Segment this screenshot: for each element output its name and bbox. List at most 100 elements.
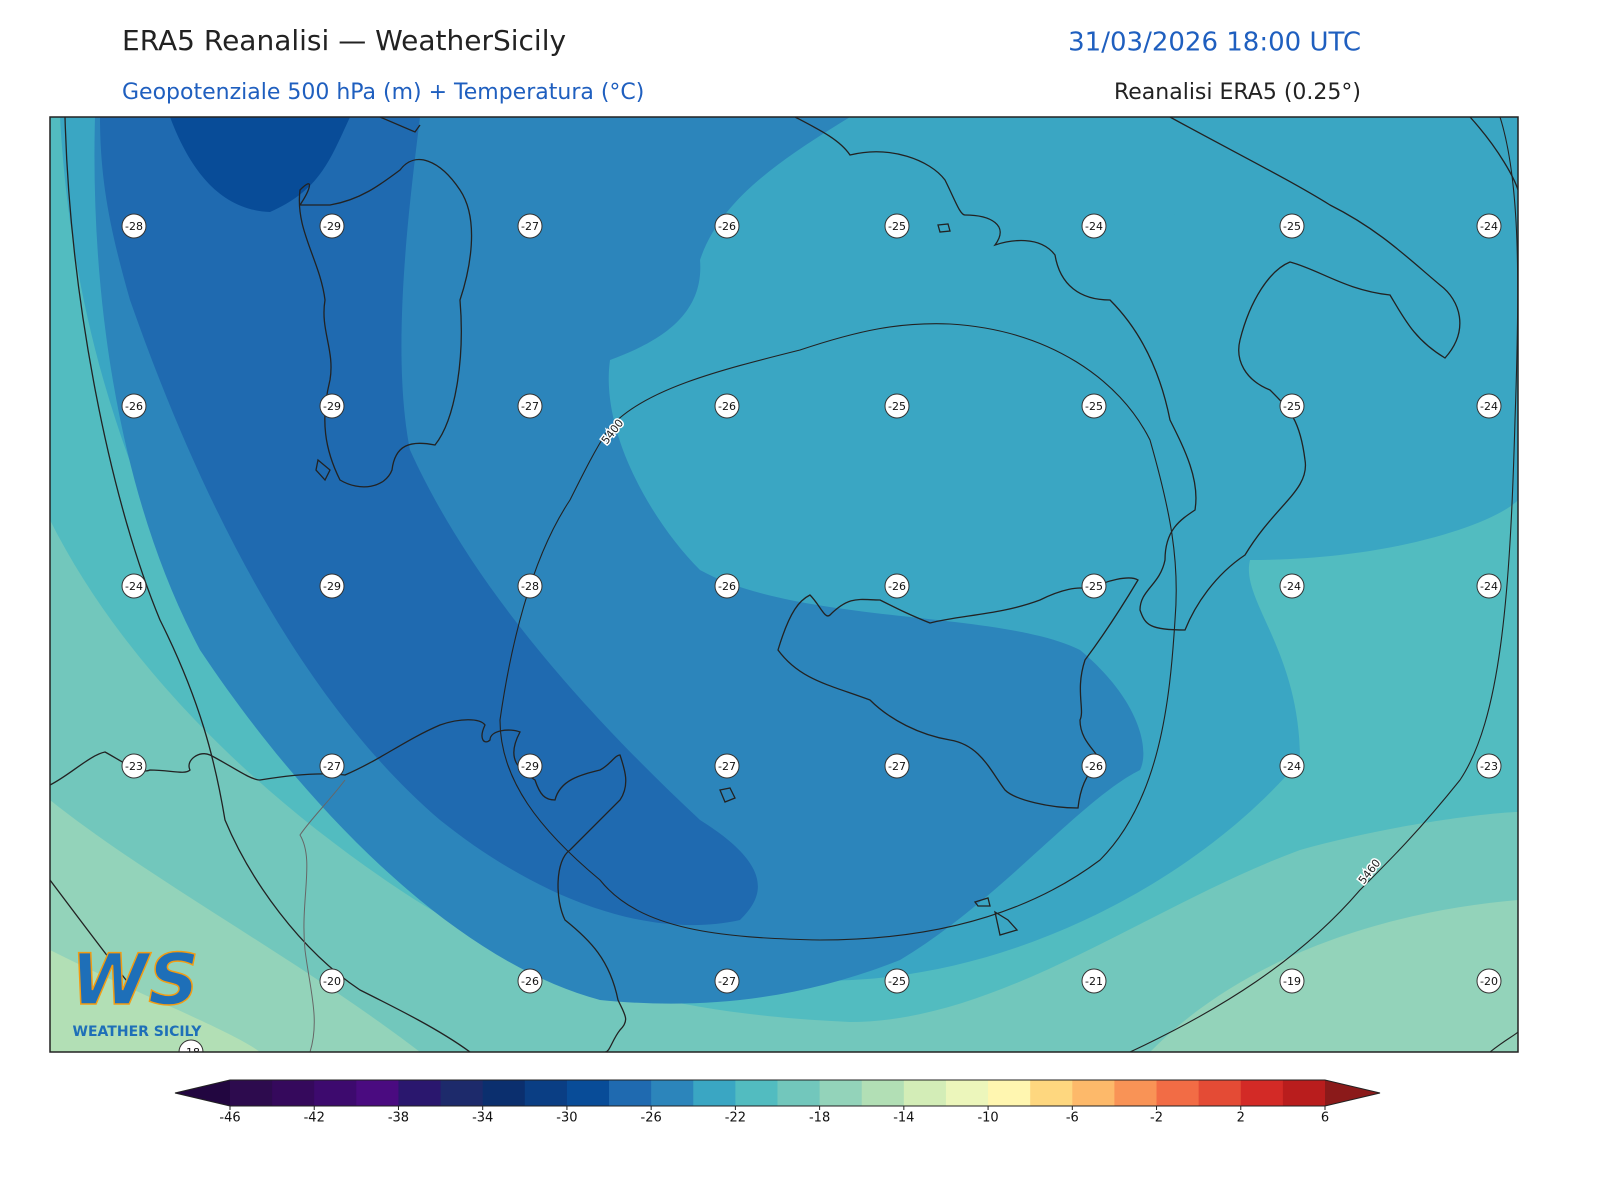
station-value: -29 xyxy=(521,760,539,773)
colorbar-segment xyxy=(735,1080,778,1106)
station-value: -26 xyxy=(888,580,906,593)
coastline xyxy=(1469,117,1518,191)
station-marker xyxy=(884,753,910,779)
colorbar-tick-label: 2 xyxy=(1237,1111,1245,1126)
station-marker xyxy=(1279,393,1305,419)
station-marker xyxy=(319,968,345,994)
field xyxy=(100,117,758,926)
station-marker xyxy=(319,573,345,599)
station-value: -24 xyxy=(1480,580,1498,593)
station-marker xyxy=(1279,213,1305,239)
station-marker xyxy=(884,968,910,994)
station-marker xyxy=(1476,968,1502,994)
station-marker xyxy=(1081,968,1107,994)
station-marker xyxy=(1476,573,1502,599)
colorbar-tick-label: -14 xyxy=(893,1111,914,1126)
coastline xyxy=(50,879,131,986)
field xyxy=(170,117,350,212)
station-value: -24 xyxy=(1283,760,1301,773)
station-value: -27 xyxy=(718,975,736,988)
island xyxy=(315,223,1019,936)
map-frame xyxy=(49,116,1519,1053)
station-value: -29 xyxy=(323,400,341,413)
station-marker xyxy=(1081,213,1107,239)
colorbar-segment xyxy=(903,1080,947,1106)
colorbar-segment xyxy=(356,1080,399,1106)
colorbar-segment xyxy=(440,1080,484,1106)
station-marker xyxy=(319,753,345,779)
station-marker xyxy=(319,213,345,239)
station-marker xyxy=(1081,573,1107,599)
station-value: -26 xyxy=(718,580,736,593)
colorbar-segment xyxy=(988,1080,1031,1106)
colorbar-tick-label: -6 xyxy=(1066,1111,1079,1126)
colorbar-segment xyxy=(945,1080,989,1106)
coastline xyxy=(777,577,1139,809)
colorbar-segment xyxy=(524,1080,568,1106)
station-value: -25 xyxy=(888,220,906,233)
colorbar-segment xyxy=(566,1080,610,1106)
title: ERA5 Reanalisi — WeatherSicily xyxy=(122,24,566,57)
station-value: -23 xyxy=(125,760,143,773)
station-value: -29 xyxy=(323,220,341,233)
station-marker xyxy=(884,393,910,419)
station-value: -24 xyxy=(125,580,143,593)
station-value: -25 xyxy=(888,400,906,413)
station-marker xyxy=(517,393,543,419)
isohypse xyxy=(1489,1031,1518,1052)
station-marker xyxy=(517,753,543,779)
logo: WS WEATHER SICILY xyxy=(70,938,202,1040)
colorbar: -46 -42 -38 -34 -30 -26 -22 -18 -14 -10 -6 -2 2 6 xyxy=(174,1079,1381,1126)
station-marker xyxy=(714,753,740,779)
station-value: -24 xyxy=(1085,220,1103,233)
colorbar-tick-label: 6 xyxy=(1321,1111,1329,1126)
colorbar-extend xyxy=(175,1080,230,1106)
colorbar-segment xyxy=(609,1080,652,1106)
station-marker xyxy=(714,968,740,994)
station-marker xyxy=(121,213,147,239)
station-value: -25 xyxy=(1283,220,1301,233)
field xyxy=(50,520,1518,1052)
station-marker xyxy=(1476,213,1502,239)
colorbar-segment xyxy=(1114,1080,1158,1106)
coastline xyxy=(64,117,471,1052)
isohypse xyxy=(499,323,1177,941)
coastline xyxy=(794,117,1461,631)
station-value: -26 xyxy=(718,400,736,413)
station-value: -27 xyxy=(888,760,906,773)
station-marker xyxy=(714,213,740,239)
colorbar-tick-label: -46 xyxy=(219,1111,240,1126)
station-value: -26 xyxy=(1085,760,1103,773)
datetime: 31/03/2026 18:00 UTC xyxy=(1068,28,1361,58)
source: Reanalisi ERA5 (0.25°) xyxy=(1114,80,1361,105)
colorbar-tick-label: -34 xyxy=(472,1111,493,1126)
station-value: -26 xyxy=(125,400,143,413)
station-marker xyxy=(884,213,910,239)
station-value: -28 xyxy=(521,580,539,593)
colorbar-segment xyxy=(1156,1080,1200,1106)
station-value: -28 xyxy=(125,220,143,233)
station-marker xyxy=(121,573,147,599)
colorbar-segment xyxy=(482,1080,526,1106)
station-value: -27 xyxy=(521,400,539,413)
stations: -28 -29 -27 -26 -25 -24 -25 -24 -26 -29 -27 -26 -25 -… xyxy=(121,213,1502,1059)
station-marker xyxy=(178,1039,204,1052)
colorbar-segment xyxy=(1030,1080,1073,1106)
station-marker xyxy=(319,393,345,419)
colorbar-tick-label: -10 xyxy=(977,1111,998,1126)
station-value: -25 xyxy=(1085,400,1103,413)
field xyxy=(50,950,260,1052)
station-value: -18 xyxy=(182,1046,200,1059)
colorbar-tick-label: -18 xyxy=(809,1111,830,1126)
station-value: -26 xyxy=(718,220,736,233)
station-marker xyxy=(517,573,543,599)
colorbar-tick-label: -38 xyxy=(388,1111,409,1126)
station-marker xyxy=(884,573,910,599)
colorbar-tick-label: -42 xyxy=(304,1111,325,1126)
station-value: -24 xyxy=(1480,220,1498,233)
station-marker xyxy=(1476,393,1502,419)
station-marker xyxy=(714,393,740,419)
colorbar-segment xyxy=(1198,1080,1242,1106)
station-value: -25 xyxy=(1283,400,1301,413)
